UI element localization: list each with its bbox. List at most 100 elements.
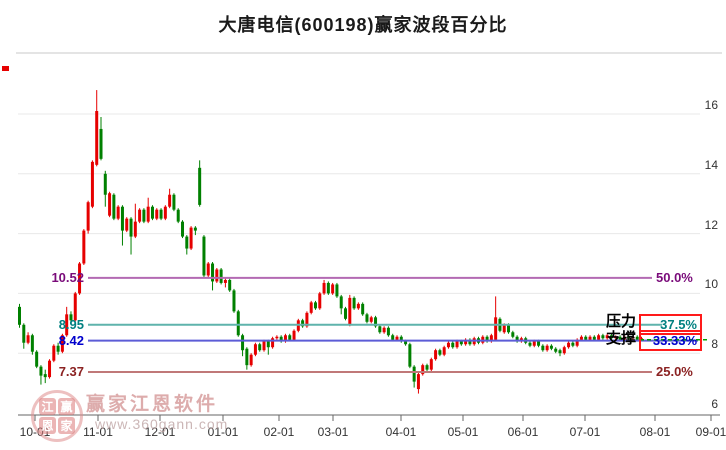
candle-body [399,336,403,342]
candle-body [464,339,468,345]
title-divider [16,52,722,54]
level-price-label: 7.37 [58,364,84,380]
x-axis-tick-label: 01-01 [207,425,239,439]
x-axis-tick-label: 09-01 [695,425,726,439]
candle-body [537,341,541,346]
x-axis-tick-label: 11-01 [83,425,113,439]
candle-body [129,218,133,237]
candle-body [43,374,47,378]
candle-body [69,314,73,321]
candle-body [378,326,382,333]
candle-body [562,347,566,354]
level-percent-label: 50.0% [656,269,693,285]
level-price-label: 8.42 [58,332,84,348]
candle-body [146,206,150,222]
candle-body [301,320,305,327]
candle-body [52,345,56,361]
y-axis-tick-label: 14 [704,157,718,172]
candle-body [395,336,399,340]
candle-body [163,206,167,219]
candle-body [489,335,493,342]
support-label: 支撑 [605,330,636,347]
candle-body [614,336,618,339]
candle-body [352,297,356,309]
candle-body [103,173,107,195]
candle-body [554,348,558,352]
candle-body [90,161,94,207]
candle-body [348,297,352,325]
candle-body [575,339,579,346]
candle-body [425,365,429,370]
candle-body [584,336,588,340]
candle-body [451,342,455,348]
x-axis-tick-label: 04-01 [385,425,417,439]
x-axis-tick-label: 08-01 [639,425,671,439]
candle-body [82,230,86,264]
candle-body [249,354,253,366]
candle-body [112,194,116,219]
candle-body [65,314,69,336]
candle-body [176,209,180,222]
candle-body [283,335,287,342]
level-price-label: 10.52 [51,269,84,285]
candle-body [181,221,185,237]
candle-body [22,324,26,343]
x-axis-tick-label: 12-01 [144,425,176,439]
candle-body [404,341,408,345]
y-axis-tick-label: 8 [711,337,718,352]
candle-body [95,111,99,165]
candle-body [515,336,519,342]
candle-body [116,206,120,219]
candle-body [30,335,34,352]
candle-body [215,269,219,282]
candle-body [223,279,227,283]
candle-body [202,236,206,276]
candle-body [211,263,215,282]
candle-body [271,338,275,348]
y-axis-tick-label: 10 [704,277,718,292]
candle-body [142,209,146,222]
candle-body [18,306,21,325]
candle-body [275,336,279,339]
candle-body [434,350,438,360]
candle-body [198,167,202,205]
candle-body [48,360,52,378]
candle-body [253,344,257,355]
level-alert-box: 33.33% [639,330,702,352]
candle-body [159,209,163,219]
candle-body [627,336,631,339]
candle-body [331,284,335,294]
candle-body [579,336,583,340]
candle-body [279,336,283,342]
candle-body [511,332,515,337]
candle-body [592,336,596,340]
candle-body [635,336,639,340]
candle-body [421,365,425,375]
candle-body [120,206,124,231]
candle-body [193,227,197,231]
candle-body [571,342,575,346]
candle-body [60,335,64,352]
candle-body [356,303,360,309]
candle-body [232,290,236,312]
candle-body [468,339,472,345]
x-axis-tick-label: 10-01 [19,425,51,439]
candle-body [446,342,450,348]
candle-body [292,330,296,340]
candle-body [597,335,601,340]
candle-body [605,335,609,339]
candle-body [391,335,395,340]
candle-body [609,335,613,339]
candle-body [133,221,137,237]
candle-body [438,350,442,355]
candle-body [305,312,309,327]
candle-body [228,279,232,291]
candle-body [86,202,90,231]
candle-body [73,293,77,321]
x-axis-tick-label: 02-01 [263,425,295,439]
candle-body [335,284,339,297]
candle-body [206,263,210,276]
candle-body [138,209,142,222]
candle-body [35,351,39,367]
candle-body [502,324,506,333]
